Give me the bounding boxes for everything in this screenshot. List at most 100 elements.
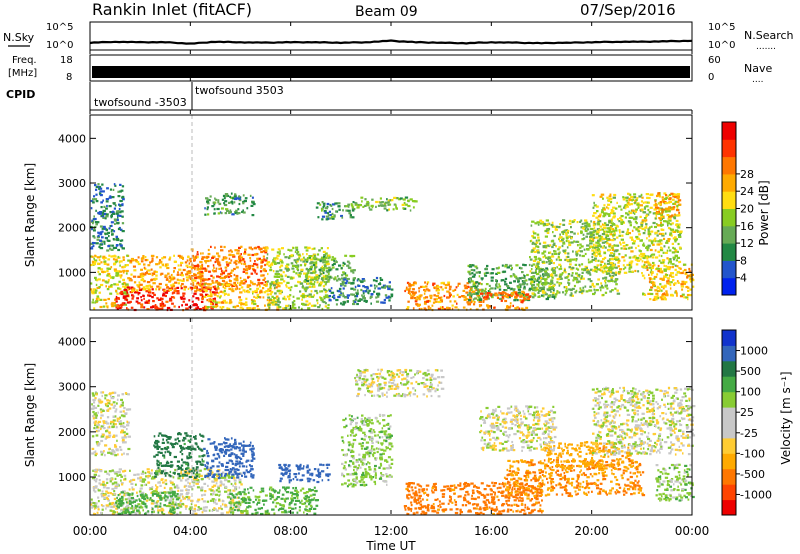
heatmap-cell: [651, 253, 656, 256]
heatmap-cell: [291, 301, 295, 304]
heatmap-cell: [221, 198, 224, 201]
heatmap-cell: [478, 288, 483, 291]
heatmap-cell: [314, 289, 318, 293]
heatmap-cell: [103, 427, 106, 430]
heatmap-cell: [556, 281, 559, 284]
heatmap-cell: [658, 232, 661, 235]
heatmap-cell: [202, 290, 204, 293]
heatmap-cell: [172, 283, 175, 286]
heatmap-cell: [674, 239, 678, 242]
heatmap-cell: [211, 302, 214, 305]
heatmap-cell: [659, 277, 663, 280]
heatmap-cell: [170, 505, 174, 508]
heatmap-cell: [140, 484, 144, 487]
heatmap-cell: [249, 256, 252, 260]
heatmap-cell: [191, 512, 195, 515]
heatmap-cell: [227, 476, 231, 479]
heatmap-cell: [327, 278, 331, 281]
heatmap-cell: [121, 203, 124, 206]
heatmap-cell: [611, 239, 615, 242]
heatmap-cell: [611, 248, 615, 251]
heatmap-cell: [559, 273, 563, 276]
heatmap-cell: [323, 295, 327, 298]
heatmap-cell: [113, 301, 116, 305]
heatmap-cell: [93, 257, 95, 260]
heatmap-cell: [573, 278, 578, 281]
heatmap-cell: [619, 241, 621, 244]
heatmap-cell: [99, 211, 103, 214]
heatmap-cell: [679, 260, 682, 263]
heatmap-cell: [211, 509, 214, 512]
heatmap-cell: [403, 201, 406, 205]
heatmap-cell: [622, 220, 625, 223]
heatmap-cell: [127, 288, 130, 291]
heatmap-cell: [95, 193, 98, 196]
heatmap-cell: [312, 283, 316, 286]
heatmap-cell: [691, 285, 695, 288]
heatmap-cell: [217, 485, 220, 488]
heatmap-cell: [176, 278, 179, 281]
heatmap-cell: [585, 235, 588, 238]
heatmap-cell: [200, 293, 204, 297]
heatmap-cell: [595, 266, 598, 269]
heatmap-cell: [542, 282, 545, 285]
heatmap-cell: [226, 496, 231, 499]
heatmap-cell: [479, 305, 481, 308]
heatmap-cell: [416, 295, 419, 299]
heatmap-cell: [166, 306, 171, 310]
heatmap-cell: [114, 454, 118, 457]
heatmap-cell: [162, 481, 165, 484]
heatmap-cell: [619, 216, 622, 220]
heatmap-cell: [468, 289, 471, 292]
heatmap-cell: [111, 301, 113, 305]
heatmap-cell: [321, 208, 323, 211]
heatmap-cell: [105, 302, 108, 305]
heatmap-cell: [142, 255, 145, 258]
heatmap-cell: [145, 300, 149, 303]
heatmap-cell: [196, 470, 200, 473]
heatmap-cell: [579, 243, 582, 246]
heatmap-cell: [101, 435, 105, 438]
heatmap-cell: [535, 239, 538, 242]
heatmap-cell: [291, 306, 295, 309]
heatmap-cell: [216, 252, 219, 255]
heatmap-cell: [271, 301, 274, 304]
heatmap-cell: [304, 246, 308, 249]
heatmap-cell: [94, 291, 97, 294]
heatmap-cell: [120, 479, 122, 482]
heatmap-cell: [119, 243, 122, 246]
heatmap-cell: [276, 251, 280, 254]
heatmap-cell: [288, 256, 291, 260]
heatmap-cell: [153, 270, 157, 273]
heatmap-cell: [320, 268, 323, 271]
heatmap-cell: [653, 204, 656, 207]
heatmap-cell: [92, 244, 95, 248]
heatmap-cell: [593, 220, 596, 224]
heatmap-cell: [103, 240, 106, 243]
heatmap-cell: [581, 268, 585, 271]
heatmap-cell: [333, 215, 336, 218]
heatmap-cell: [572, 279, 575, 282]
heatmap-cell: [106, 239, 109, 242]
heatmap-cell: [649, 281, 653, 284]
heatmap-cell: [674, 254, 678, 257]
heatmap-cell: [498, 292, 502, 295]
heatmap-cell: [600, 239, 602, 242]
heatmap-cell: [99, 192, 102, 195]
heatmap-cell: [620, 219, 624, 222]
heatmap-cell: [620, 222, 624, 225]
colorbar-tick-label: 4: [740, 272, 747, 285]
heatmap-cell: [581, 275, 584, 278]
heatmap-cell: [237, 261, 242, 264]
heatmap-cell: [608, 268, 610, 271]
heatmap-cell: [143, 297, 145, 300]
heatmap-cell: [318, 268, 321, 271]
heatmap-cell: [671, 230, 674, 233]
heatmap-cell: [571, 267, 575, 270]
heatmap-cell: [628, 256, 631, 259]
heatmap-cell: [185, 264, 189, 267]
heatmap-cell: [634, 216, 638, 219]
heatmap-cell: [591, 255, 594, 259]
heatmap-cell: [199, 474, 203, 477]
heatmap-cell: [617, 261, 620, 264]
